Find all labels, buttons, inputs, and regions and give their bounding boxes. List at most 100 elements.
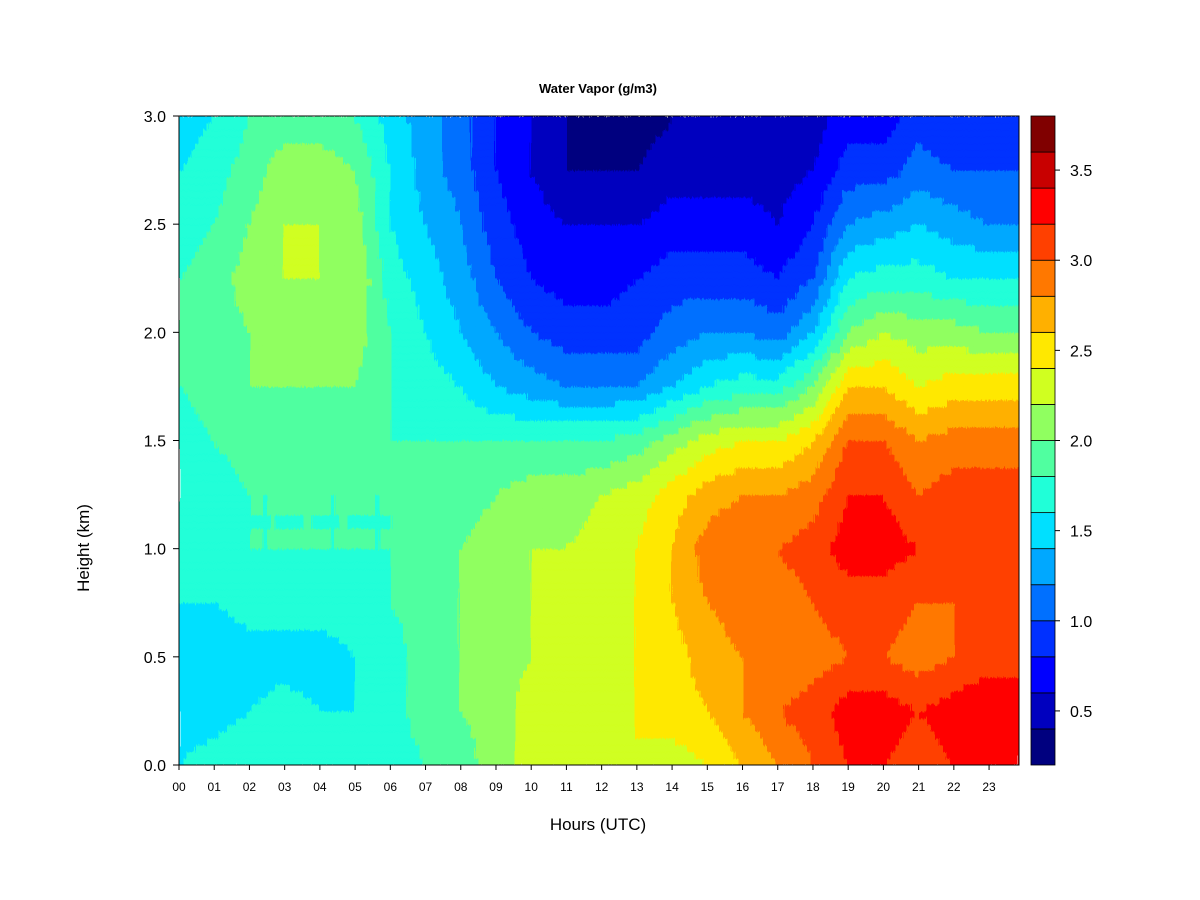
heatmap-cell	[343, 522, 348, 529]
heatmap-cell	[331, 596, 336, 603]
heatmap-cell	[179, 454, 184, 461]
heatmap-cell	[291, 718, 296, 725]
heatmap-cell	[231, 359, 236, 366]
heatmap-cell	[367, 116, 372, 123]
heatmap-cell	[359, 434, 364, 441]
heatmap-cell	[267, 697, 272, 704]
heatmap-cell	[299, 393, 304, 400]
heatmap-cell	[347, 731, 352, 738]
heatmap-cell	[307, 589, 312, 596]
heatmap-cell	[207, 380, 212, 387]
heatmap-cell	[379, 684, 384, 691]
heatmap-cell	[327, 522, 332, 529]
heatmap-cell	[371, 724, 376, 731]
heatmap-cell	[335, 488, 340, 495]
heatmap-cell	[279, 468, 284, 475]
heatmap-cell	[299, 555, 304, 562]
heatmap-cell	[359, 292, 364, 299]
heatmap-cell	[319, 603, 324, 610]
heatmap-cell	[327, 373, 332, 380]
heatmap-cell	[379, 204, 384, 211]
heatmap-cell	[211, 326, 216, 333]
heatmap-cell	[375, 319, 380, 326]
heatmap-cell	[203, 677, 208, 684]
heatmap-cell	[251, 643, 256, 650]
heatmap-cell	[235, 447, 240, 454]
heatmap-cell	[207, 711, 212, 718]
heatmap-cell	[227, 434, 232, 441]
heatmap-cell	[315, 522, 320, 529]
heatmap-cell	[183, 305, 188, 312]
heatmap-cell	[195, 704, 200, 711]
heatmap-cell	[199, 420, 204, 427]
heatmap-cell	[379, 244, 384, 251]
heatmap-cell	[199, 326, 204, 333]
heatmap-cell	[351, 751, 356, 758]
heatmap-cell	[187, 738, 192, 745]
heatmap-cell	[367, 184, 372, 191]
heatmap-cell	[283, 562, 288, 569]
heatmap-cell	[291, 447, 296, 454]
heatmap-cell	[307, 691, 312, 698]
heatmap-cell	[267, 454, 272, 461]
heatmap-cell	[243, 623, 248, 630]
heatmap-cell	[211, 447, 216, 454]
heatmap-cell	[211, 353, 216, 360]
heatmap-cell	[267, 549, 272, 556]
heatmap-cell	[195, 731, 200, 738]
heatmap-cell	[271, 724, 276, 731]
heatmap-cell	[327, 691, 332, 698]
heatmap-cell	[291, 346, 296, 353]
heatmap-cell	[279, 697, 284, 704]
heatmap-cell	[371, 758, 376, 765]
heatmap-cell	[267, 664, 272, 671]
heatmap-cell	[271, 461, 276, 468]
heatmap-cell	[251, 211, 256, 218]
heatmap-cell	[187, 319, 192, 326]
heatmap-cell	[371, 515, 376, 522]
heatmap-cell	[335, 231, 340, 238]
heatmap-cell	[331, 258, 336, 265]
heatmap-cell	[191, 420, 196, 427]
heatmap-cell	[343, 657, 348, 664]
heatmap-cell	[307, 326, 312, 333]
heatmap-cell	[327, 163, 332, 170]
heatmap-cell	[347, 474, 352, 481]
heatmap-cell	[207, 353, 212, 360]
heatmap-cell	[371, 204, 376, 211]
heatmap-cell	[295, 204, 300, 211]
heatmap-cell	[335, 217, 340, 224]
heatmap-cell	[275, 224, 280, 231]
heatmap-cell	[363, 589, 368, 596]
heatmap-cell	[247, 312, 252, 319]
heatmap-cell	[263, 339, 268, 346]
heatmap-cell	[363, 332, 368, 339]
heatmap-cell	[211, 596, 216, 603]
heatmap-cell	[211, 177, 216, 184]
heatmap-cell	[367, 724, 372, 731]
heatmap-cell	[247, 616, 252, 623]
heatmap-cell	[223, 346, 228, 353]
heatmap-cell	[351, 130, 356, 137]
heatmap-cell	[195, 312, 200, 319]
heatmap-cell	[215, 474, 220, 481]
heatmap-cell	[239, 441, 244, 448]
heatmap-cell	[247, 204, 252, 211]
heatmap-cell	[179, 130, 184, 137]
heatmap-cell	[339, 177, 344, 184]
heatmap-cell	[235, 650, 240, 657]
heatmap-cell	[263, 271, 268, 278]
heatmap-cell	[355, 501, 360, 508]
heatmap-cell	[195, 157, 200, 164]
heatmap-cell	[255, 454, 260, 461]
heatmap-cell	[323, 123, 328, 130]
heatmap-cell	[315, 305, 320, 312]
heatmap-cell	[263, 332, 268, 339]
heatmap-cell	[319, 204, 324, 211]
heatmap-cell	[379, 285, 384, 292]
heatmap-cell	[287, 204, 292, 211]
heatmap-cell	[235, 751, 240, 758]
heatmap-cell	[307, 123, 312, 130]
heatmap-cell	[203, 190, 208, 197]
heatmap-cell	[323, 380, 328, 387]
